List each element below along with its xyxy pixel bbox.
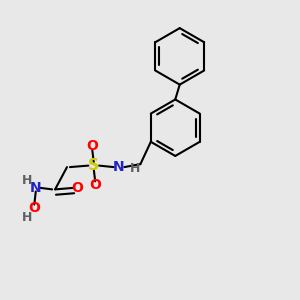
Text: O: O	[71, 181, 83, 195]
Text: N: N	[30, 181, 42, 195]
Text: S: S	[88, 158, 99, 173]
Text: N: N	[113, 160, 125, 174]
Text: H: H	[22, 174, 32, 187]
Text: O: O	[89, 178, 101, 192]
Text: O: O	[28, 201, 40, 215]
Text: H: H	[22, 211, 32, 224]
Text: H: H	[130, 162, 140, 175]
Text: O: O	[86, 139, 98, 153]
